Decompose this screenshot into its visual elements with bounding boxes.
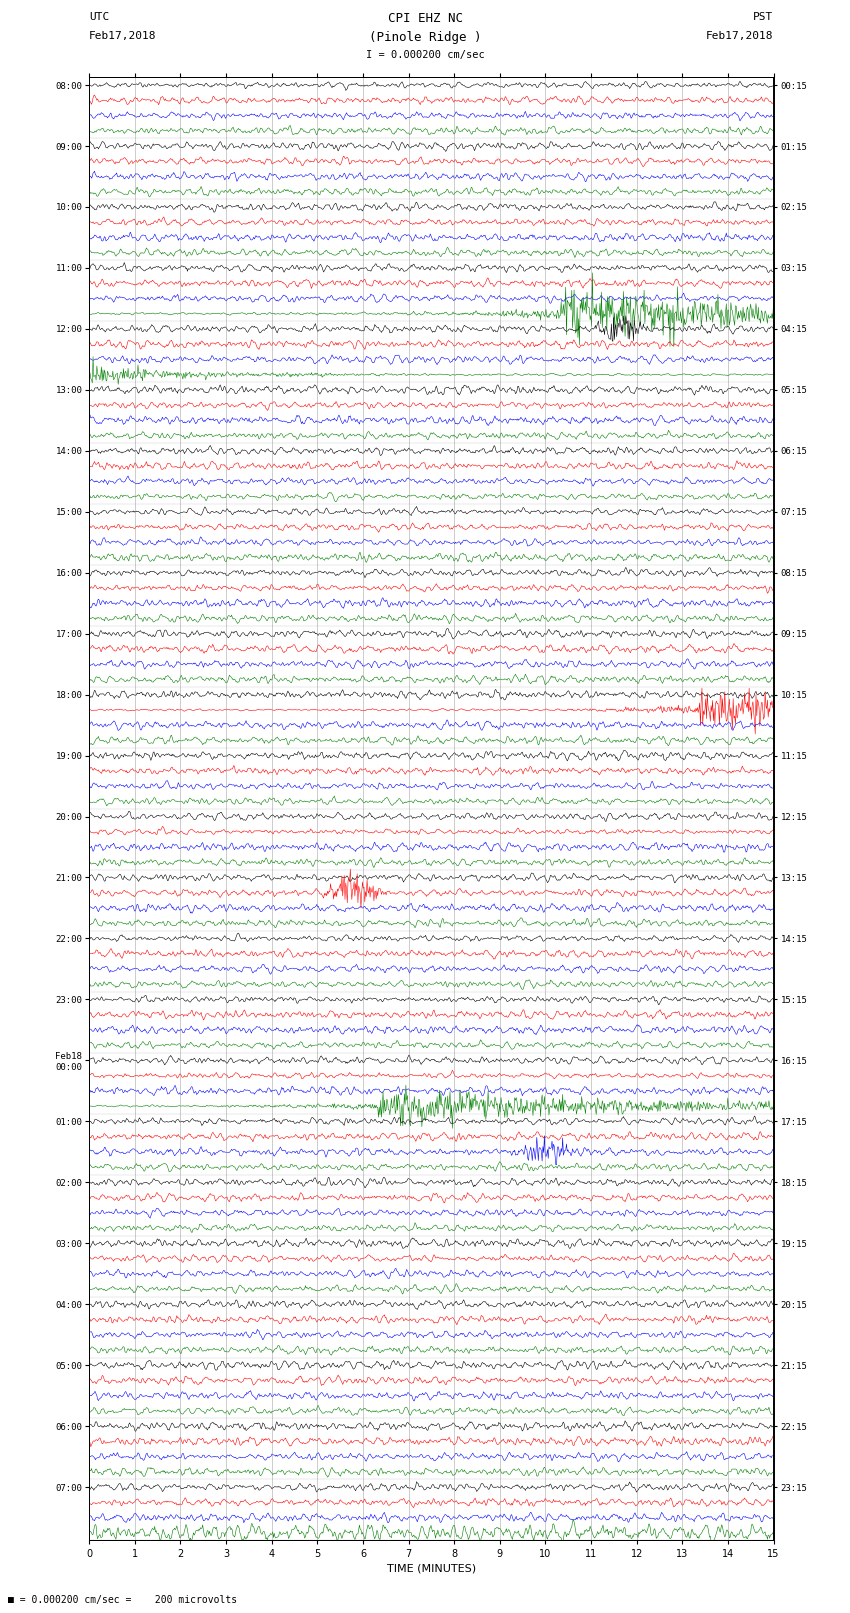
X-axis label: TIME (MINUTES): TIME (MINUTES) [387,1563,476,1574]
Text: I = 0.000200 cm/sec: I = 0.000200 cm/sec [366,50,484,60]
Text: UTC: UTC [89,11,110,21]
Text: Feb17,2018: Feb17,2018 [706,31,774,40]
Text: CPI EHZ NC: CPI EHZ NC [388,11,462,24]
Text: ■ = 0.000200 cm/sec =    200 microvolts: ■ = 0.000200 cm/sec = 200 microvolts [8,1595,238,1605]
Text: (Pinole Ridge ): (Pinole Ridge ) [369,31,481,44]
Text: PST: PST [753,11,774,21]
Text: Feb17,2018: Feb17,2018 [89,31,156,40]
